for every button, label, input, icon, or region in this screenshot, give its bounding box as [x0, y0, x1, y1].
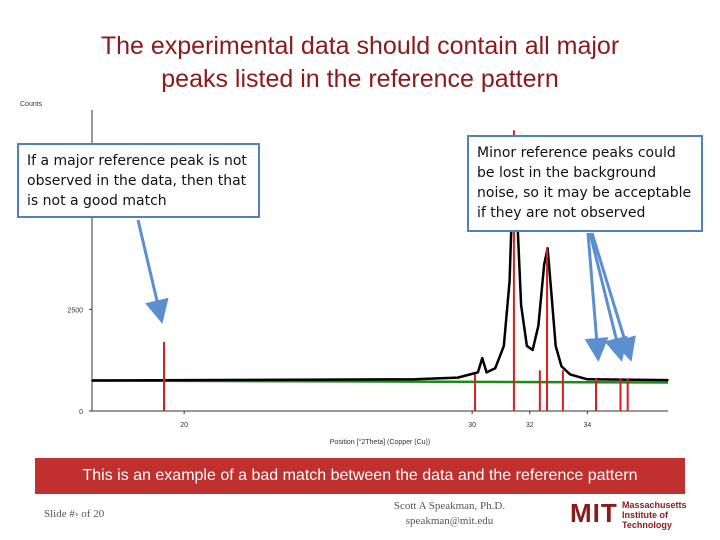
slide-title-line1: The experimental data should contain all…: [100, 32, 620, 60]
measured-point: [543, 263, 545, 266]
measured-point: [550, 292, 553, 294]
measured-point: [554, 345, 557, 347]
x-tick-label: 20: [180, 422, 188, 429]
measured-point: [481, 357, 484, 359]
callout-arrows: [136, 219, 636, 362]
measured-point: [91, 379, 93, 382]
measured-point: [327, 378, 329, 381]
y-tick-label: 2500: [67, 307, 83, 314]
measured-point: [526, 345, 528, 347]
measured-point: [456, 376, 459, 379]
callout-major-peak: If a major reference peak is not observe…: [17, 143, 260, 218]
measured-point: [494, 367, 497, 370]
measured-point: [520, 304, 522, 307]
measured-point: [503, 345, 505, 347]
measured-point: [560, 365, 563, 368]
x-tick-label: 32: [526, 422, 534, 429]
author-info: Scott A Speakman, Ph.D. speakman@mit.edu: [362, 499, 537, 529]
author-email: speakman@mit.edu: [405, 515, 494, 527]
measured-point: [477, 371, 479, 374]
arrow-to-minor-peak-1: [584, 232, 609, 362]
measured-point: [508, 280, 511, 282]
measured-point: [183, 379, 185, 381]
y-axis-label: Counts: [20, 101, 43, 108]
institute-name: Massachusetts Institute of Technology: [622, 500, 687, 530]
measured-point: [413, 378, 416, 381]
slide-title-line2: peaks listed in the reference pattern: [161, 65, 559, 93]
conclusion-banner: This is an example of a bad match betwee…: [35, 458, 685, 494]
measured-point: [531, 349, 534, 351]
slide-title: The experimental data should contain all…: [40, 30, 680, 96]
arrow-to-minor-peak-2: [588, 232, 628, 362]
x-tick-label: 30: [468, 422, 476, 429]
y-tick-label: 0: [79, 409, 83, 416]
author-name: Scott A Speakman, Ph.D.: [393, 500, 506, 512]
x-tick-label: 34: [583, 422, 591, 429]
arrow-to-major-peak: [136, 219, 169, 324]
institute-line1: Massachusetts: [622, 500, 687, 510]
mit-logo-letters: MIT: [570, 498, 618, 528]
arrow-to-minor-peak-3: [590, 232, 636, 362]
institute-line3: Technology: [622, 520, 672, 530]
measured-point: [667, 379, 669, 381]
measured-point: [537, 324, 540, 327]
slide-number: Slide #› of 20: [44, 508, 105, 520]
institute-line2: Institute of: [622, 510, 668, 520]
measured-point: [586, 378, 589, 381]
x-axis-label: Position [°2Theta] (Copper (Cu)): [330, 438, 430, 446]
callout-minor-peaks: Minor reference peaks could be lost in t…: [467, 135, 703, 232]
mit-logo-icon: MIT: [570, 498, 618, 528]
measured-point: [569, 373, 571, 376]
measured-point: [485, 371, 488, 374]
